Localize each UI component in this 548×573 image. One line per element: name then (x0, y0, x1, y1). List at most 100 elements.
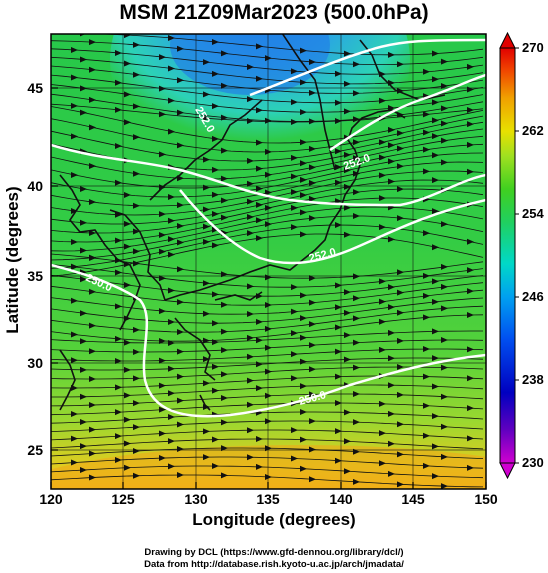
colorbar-tick-label: 238 (522, 372, 544, 387)
flow-arrow (133, 71, 140, 78)
colorbar-tick-label: 262 (522, 123, 544, 138)
flow-arrow (300, 465, 307, 472)
flow-arrow (379, 400, 386, 407)
flow-arrow (309, 418, 316, 425)
flow-arrow (115, 106, 122, 113)
flow-arrow (133, 472, 140, 479)
flow-arrow (432, 355, 439, 362)
flow-arrow (159, 111, 166, 118)
flow-arrow (467, 288, 474, 295)
flow-arrow (177, 222, 184, 229)
flow-arrow (89, 66, 96, 73)
flow-arrow (212, 191, 219, 198)
flow-arrow (344, 50, 351, 57)
flow-arrow (300, 139, 307, 146)
flow-arrow (388, 304, 395, 311)
flow-arrow (247, 118, 254, 125)
flow-arrow (89, 124, 96, 131)
flow-arrow (265, 171, 272, 178)
flow-arrow (247, 310, 254, 317)
flow-arrow (256, 75, 263, 82)
flow-arrow (159, 430, 166, 437)
flow-arrow (124, 191, 131, 198)
flow-arrow (177, 299, 184, 306)
flow-arrow (124, 243, 131, 250)
colorbar-scale (499, 47, 516, 464)
flow-arrow (335, 118, 342, 125)
isotherm-northeast (329, 73, 486, 152)
flow-arrow (423, 111, 430, 118)
flow-arrow (71, 263, 78, 270)
flow-arrow (300, 334, 307, 341)
flow-arrow (133, 424, 140, 431)
flow-arrow (388, 158, 395, 165)
flow-arrow (221, 197, 228, 204)
x-tick-label: 130 (184, 491, 208, 507)
flow-arrow (265, 204, 272, 211)
flow-arrow (89, 322, 96, 329)
flow-arrow (335, 324, 342, 331)
flow-arrow (379, 154, 386, 161)
flow-arrow (344, 468, 351, 475)
flow-arrow (159, 382, 166, 389)
flow-arrow (89, 450, 96, 457)
flow-arrow (291, 68, 298, 75)
y-tick-label: 35 (27, 268, 43, 284)
flow-arrow (291, 427, 298, 434)
flow-arrow (159, 54, 166, 61)
flow-arrow (467, 121, 474, 128)
flow-arrow (256, 235, 263, 242)
flow-arrow (71, 435, 78, 442)
flow-arrow (168, 365, 175, 372)
flow-arrow (309, 118, 316, 125)
flow-arrow (423, 402, 430, 409)
flow-arrow (265, 221, 272, 228)
flow-arrow (441, 58, 448, 65)
x-tick-label: 120 (39, 491, 63, 507)
flow-arrow (300, 192, 307, 199)
flow-arrow (467, 106, 474, 113)
flow-arrow (309, 145, 316, 152)
flow-arrow (247, 454, 254, 461)
flow-arrow (291, 204, 298, 211)
colorbar-tick-label: 230 (522, 455, 544, 470)
flow-arrow (335, 348, 342, 355)
flow-arrow (309, 342, 316, 349)
flow-arrow (221, 301, 228, 308)
flow-arrow (300, 315, 307, 322)
flow-arrow (247, 157, 254, 164)
flow-arrow (344, 332, 351, 339)
flow-arrow (379, 224, 386, 231)
flow-arrow (247, 213, 254, 220)
flow-arrow (168, 339, 175, 346)
flow-arrow (309, 476, 316, 483)
flow-arrow (203, 115, 210, 122)
flow-arrow (432, 208, 439, 215)
flow-arrow (467, 346, 474, 353)
flow-arrow (168, 217, 175, 224)
flow-arrow (133, 41, 140, 48)
flow-arrow (212, 387, 219, 394)
flow-arrow (168, 34, 175, 41)
flow-arrow (168, 390, 175, 397)
flow-arrow (212, 210, 219, 217)
flow-arrow (247, 401, 254, 408)
flow-arrow (168, 438, 175, 445)
flow-arrow (177, 109, 184, 116)
flow-arrow (221, 82, 228, 89)
flow-arrow (247, 180, 254, 187)
flow-arrow (335, 282, 342, 289)
flow-arrow (80, 56, 87, 63)
flow-arrow (124, 339, 131, 346)
flow-arrow (432, 117, 439, 124)
flow-arrow (335, 222, 342, 229)
flow-arrow (168, 236, 175, 243)
flow-arrow (89, 288, 96, 295)
flow-arrow (335, 304, 342, 311)
flow-arrow (388, 236, 395, 243)
flow-arrow (124, 416, 131, 423)
flow-arrow (124, 282, 131, 289)
flow-arrow (89, 39, 96, 46)
flow-arrow (168, 251, 175, 258)
isotherm-central (179, 189, 486, 265)
